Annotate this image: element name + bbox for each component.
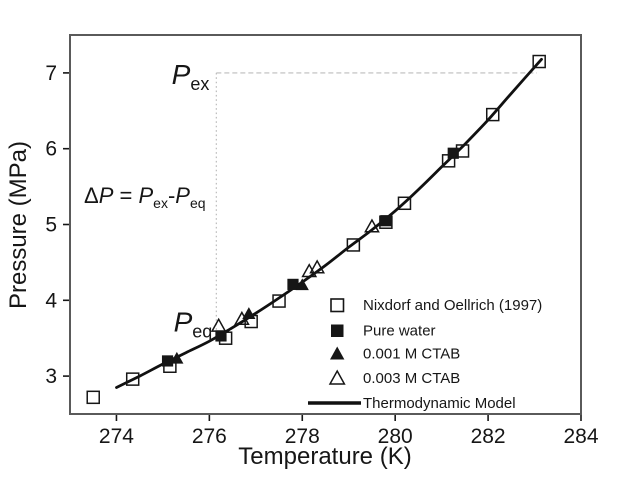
series-0-001-m-ctab — [170, 278, 309, 364]
peq-annotation: Peq — [174, 306, 213, 341]
series-0-003-m-ctab — [210, 218, 380, 332]
x-axis-title: Temperature (K) — [238, 443, 411, 470]
data-point-open-square — [397, 196, 412, 211]
pex-annotation: Pex — [172, 59, 210, 94]
y-tick-label: 3 — [45, 365, 57, 388]
data-point-open-square — [86, 390, 100, 405]
data-point-filled-square — [215, 330, 227, 342]
x-tick-label: 280 — [378, 425, 413, 448]
data-point-filled-square — [161, 355, 174, 367]
x-tick-label: 284 — [563, 425, 598, 448]
model-curve — [115, 57, 543, 389]
data-point-filled-square — [380, 215, 392, 227]
data-point-open-square — [125, 372, 140, 386]
chart-layers: 274 276 278 280 282 284 3 4 5 6 7 Pex Peq ΔP = Pex-Pe… — [45, 54, 599, 448]
data-point-open-square — [485, 107, 500, 122]
delta-p-formula: ΔP = Pex-Peq — [84, 183, 206, 211]
x-tick-label: 276 — [192, 425, 227, 448]
x-axis-ticks: 274 276 278 280 282 284 — [99, 414, 599, 448]
legend-open-triangle-icon — [328, 369, 346, 385]
data-point-open-square — [272, 294, 286, 308]
data-point-open-triangle — [210, 317, 227, 332]
legend-label-thermodynamic-model: Thermodynamic Model — [363, 395, 516, 412]
y-tick-label: 4 — [45, 289, 57, 312]
series-thermodynamic-model — [115, 57, 543, 389]
data-point-filled-square — [447, 147, 459, 159]
data-point-filled-square — [287, 278, 299, 290]
plot-border — [69, 34, 582, 415]
y-tick-label: 7 — [45, 62, 57, 85]
legend-label-nixdorf-and-oellrich-1997: Nixdorf and Oellrich (1997) — [363, 297, 542, 314]
legend-filled-triangle-icon — [330, 346, 345, 360]
legend-label-0003-m-ctab: 0.003 M CTAB — [363, 370, 460, 387]
x-tick-label: 282 — [471, 425, 506, 448]
data-point-open-triangle — [309, 259, 326, 274]
legend-label-pure-water: Pure water — [363, 323, 436, 340]
legend-filled-square-icon — [331, 324, 344, 337]
data-point-open-triangle — [234, 310, 250, 325]
data-point-filled-triangle — [295, 278, 309, 291]
y-tick-label: 5 — [45, 214, 57, 237]
y-axis-ticks: 3 4 5 6 7 — [45, 62, 70, 388]
legend-label-0001-m-ctab: 0.001 M CTAB — [363, 346, 460, 363]
x-tick-label: 278 — [285, 425, 320, 448]
data-point-filled-triangle — [170, 351, 184, 364]
legend-open-square-icon — [330, 298, 345, 313]
data-point-filled-triangle — [242, 307, 256, 319]
data-point-open-square — [346, 238, 361, 252]
data-point-open-triangle — [364, 218, 380, 233]
y-tick-label: 6 — [45, 138, 57, 161]
data-point-open-square — [532, 54, 546, 69]
legend: Nixdorf and Oellrich (1997) Pure water 0… — [308, 297, 542, 412]
x-tick-label: 274 — [99, 425, 134, 448]
series-pure-water — [161, 147, 459, 367]
y-axis-title: Pressure (MPa) — [5, 141, 32, 309]
